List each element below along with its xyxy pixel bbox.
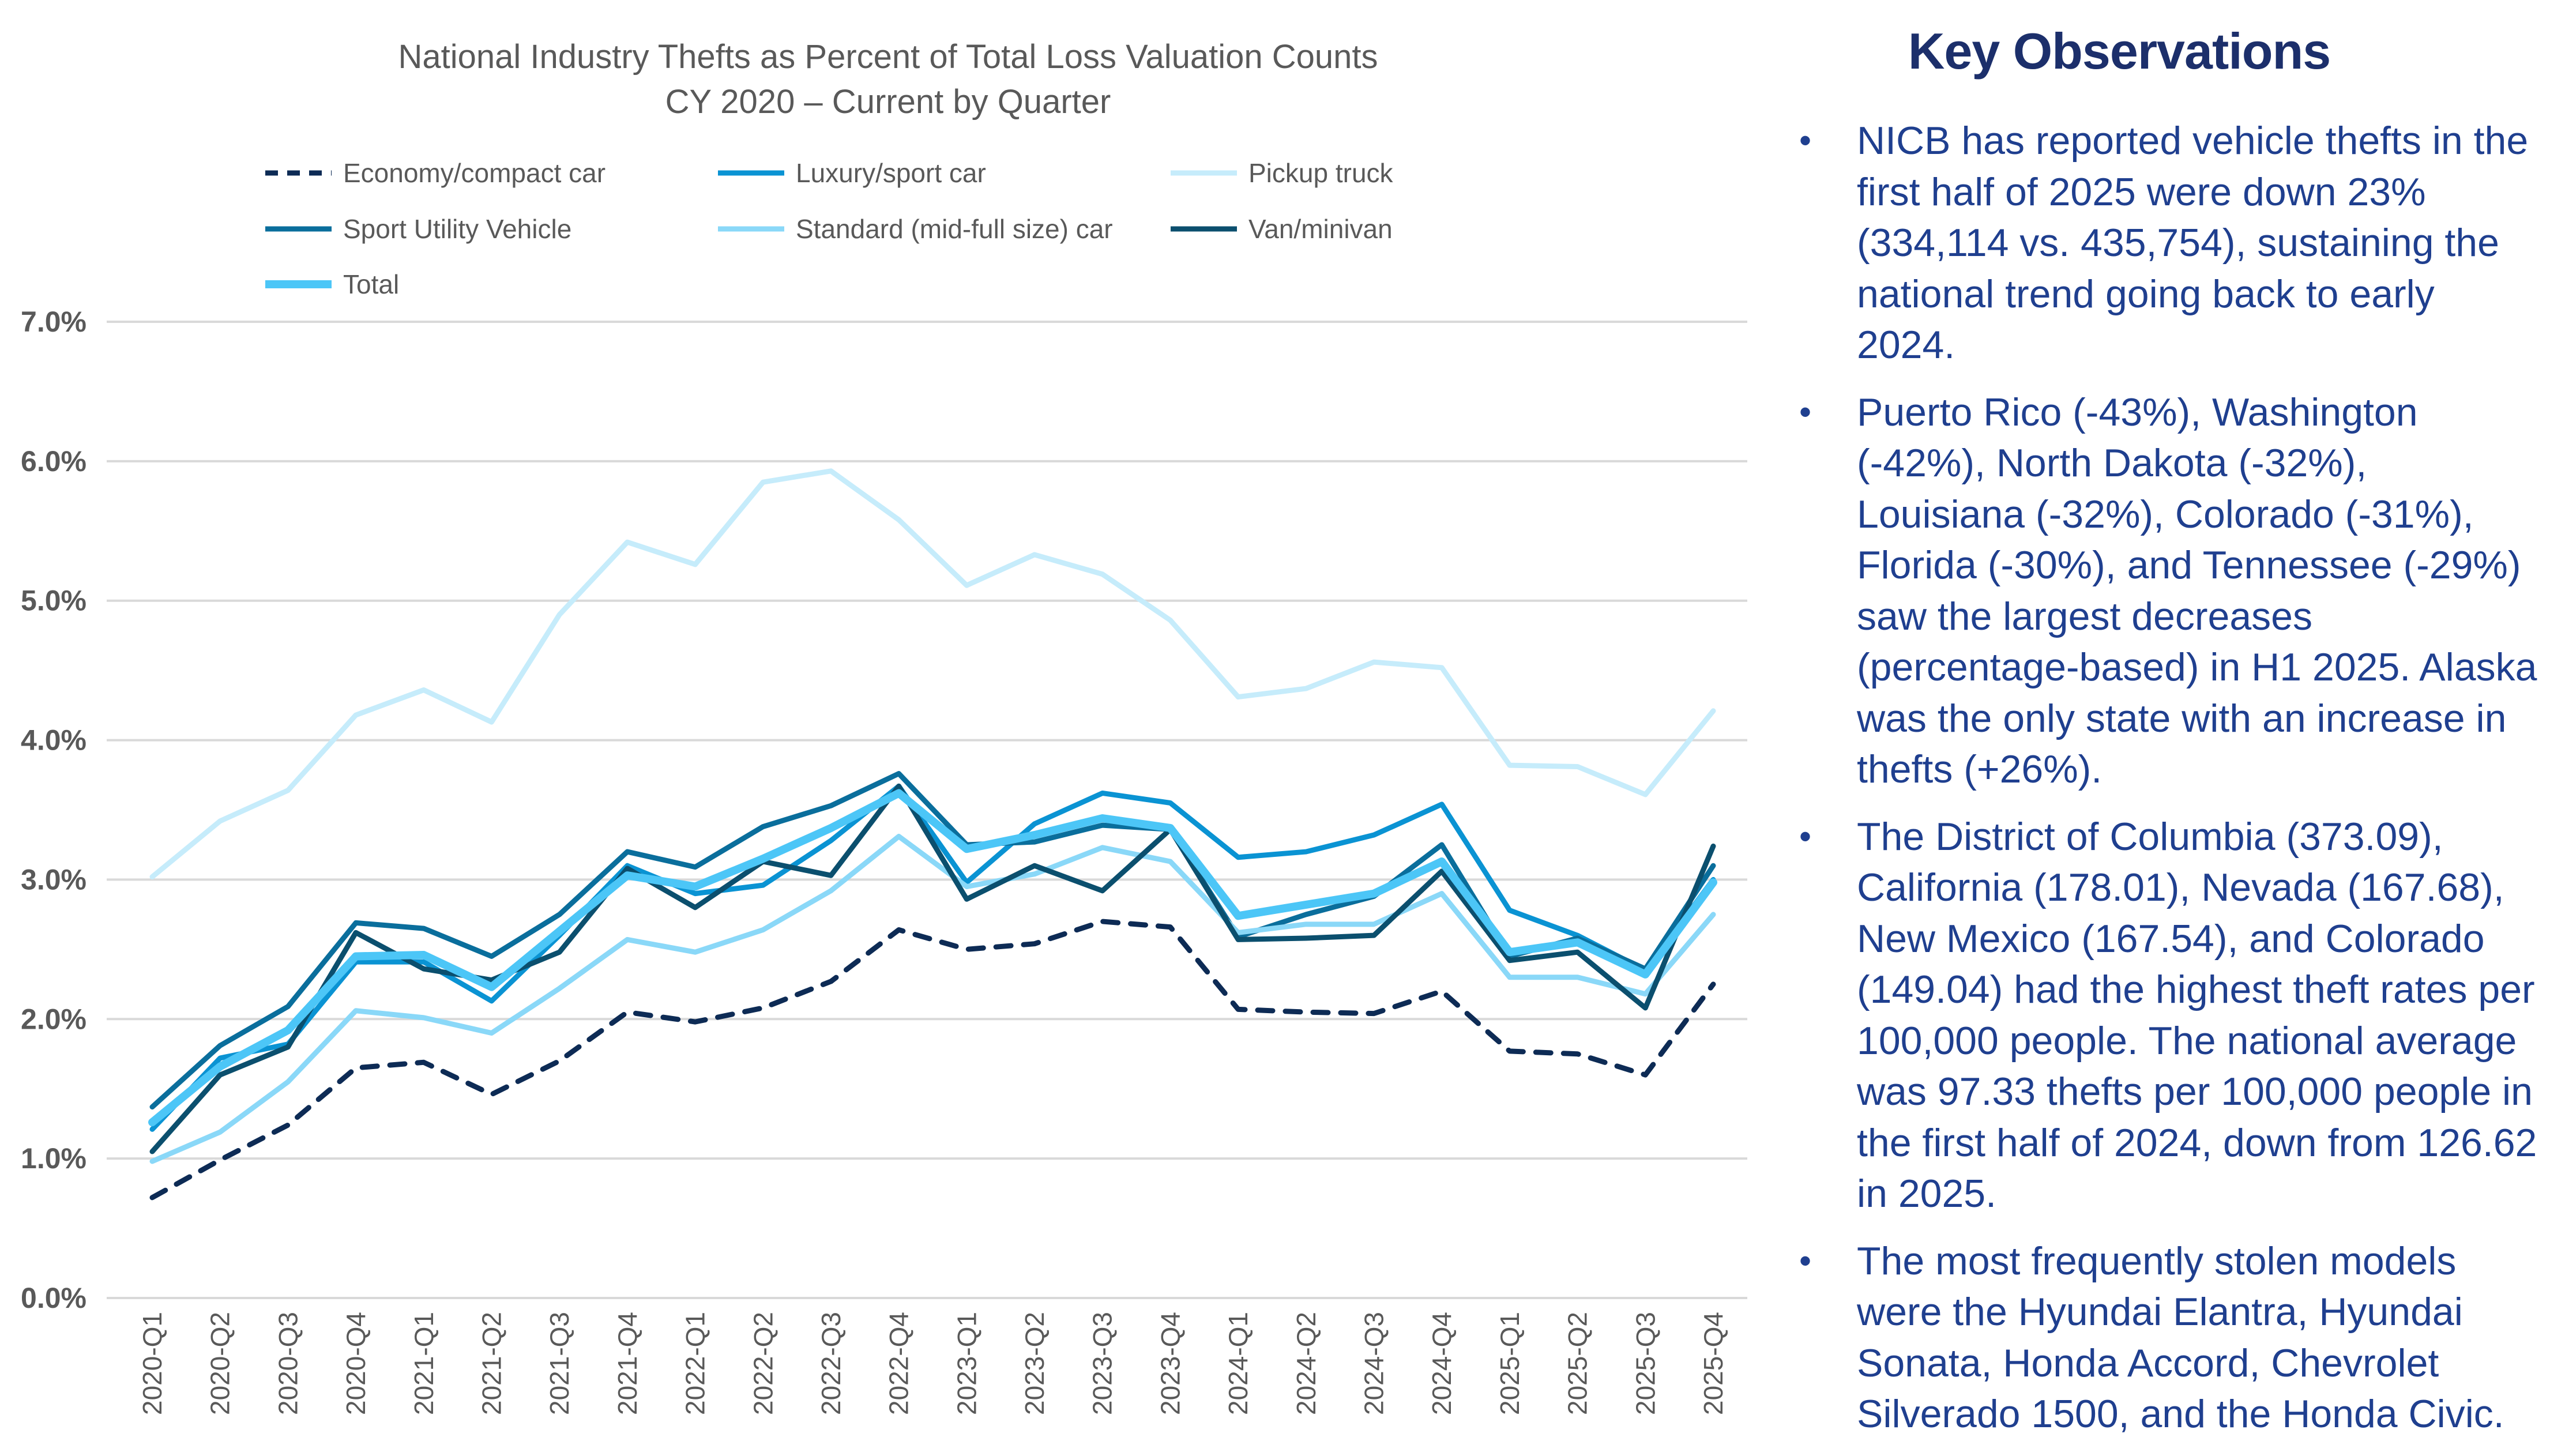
legend-label: Standard (mid-full size) car	[796, 214, 1113, 244]
x-tick-label: 2022-Q1	[680, 1312, 710, 1415]
y-tick-label: 3.0%	[21, 863, 86, 896]
series-line	[149, 833, 1716, 1164]
chart-subtitle: CY 2020 – Current by Quarter	[665, 83, 1111, 121]
y-tick-label: 1.0%	[21, 1142, 86, 1175]
y-tick-label: 5.0%	[21, 585, 86, 617]
legend-label: Economy/compact car	[343, 158, 605, 188]
x-tick-label: 2025-Q1	[1495, 1312, 1525, 1415]
observation-item: • Puerto Rico (-43%), Washington (-42%), …	[1782, 387, 2543, 795]
x-tick-label: 2021-Q1	[409, 1312, 439, 1415]
y-tick-label: 4.0%	[21, 724, 86, 757]
line-chart: National Industry Thefts as Percent of T…	[21, 38, 1747, 1415]
legend-label: Total	[343, 269, 399, 299]
x-tick-label: 2020-Q1	[137, 1312, 167, 1415]
x-tick-label: 2022-Q3	[816, 1312, 846, 1415]
x-tick-label: 2025-Q2	[1563, 1312, 1593, 1415]
observation-item: • NICB has reported vehicle thefts in the…	[1782, 115, 2543, 371]
x-tick-label: 2023-Q2	[1020, 1312, 1050, 1415]
bullet-icon: •	[1799, 121, 1812, 160]
y-tick-label: 2.0%	[21, 1003, 86, 1035]
observations-list: • NICB has reported vehicle thefts in the…	[1782, 115, 2543, 1456]
x-tick-label: 2021-Q2	[476, 1312, 506, 1415]
bullet-icon: •	[1799, 392, 1812, 431]
x-tick-label: 2020-Q4	[341, 1312, 371, 1415]
key-observations-panel: Key Observations • NICB has reported vehi…	[1782, 0, 2550, 1456]
x-tick-label: 2024-Q1	[1223, 1312, 1253, 1415]
series-line	[149, 468, 1716, 880]
bullet-icon: •	[1799, 1241, 1812, 1280]
x-tick-label: 2021-Q3	[544, 1312, 574, 1415]
x-tick-label: 2024-Q2	[1291, 1312, 1321, 1415]
chart-title: National Industry Thefts as Percent of T…	[398, 38, 1378, 76]
y-tick-label: 0.0%	[21, 1282, 86, 1314]
series-line	[148, 789, 1717, 1127]
bullet-icon: •	[1799, 817, 1812, 856]
x-tick-label: 2023-Q1	[951, 1312, 981, 1415]
x-tick-label: 2025-Q3	[1630, 1312, 1660, 1415]
legend-label: Sport Utility Vehicle	[343, 214, 571, 244]
x-tick-label: 2023-Q3	[1088, 1312, 1118, 1415]
x-tick-label: 2021-Q4	[612, 1312, 642, 1415]
x-tick-label: 2022-Q4	[884, 1312, 914, 1415]
x-tick-label: 2022-Q2	[748, 1312, 778, 1415]
y-tick-label: 7.0%	[21, 306, 86, 338]
legend-label: Van/minivan	[1248, 214, 1393, 244]
legend-label: Pickup truck	[1248, 158, 1394, 188]
series-line	[149, 771, 1716, 1110]
x-tick-label: 2025-Q4	[1698, 1312, 1728, 1415]
x-tick-label: 2020-Q2	[205, 1312, 235, 1415]
series-line	[149, 783, 1716, 1154]
legend-label: Luxury/sport car	[796, 158, 986, 188]
observation-item: • The District of Columbia (373.09), Cali…	[1782, 811, 2543, 1220]
x-tick-label: 2023-Q4	[1155, 1312, 1185, 1415]
panel-heading: Key Observations	[1908, 22, 2331, 80]
observation-item: • The most frequently stolen models were …	[1782, 1236, 2543, 1440]
y-tick-label: 6.0%	[21, 445, 86, 477]
x-tick-label: 2020-Q3	[273, 1312, 303, 1415]
series-line	[149, 919, 1716, 1201]
x-tick-label: 2024-Q4	[1427, 1312, 1457, 1415]
x-tick-label: 2024-Q3	[1359, 1312, 1389, 1415]
